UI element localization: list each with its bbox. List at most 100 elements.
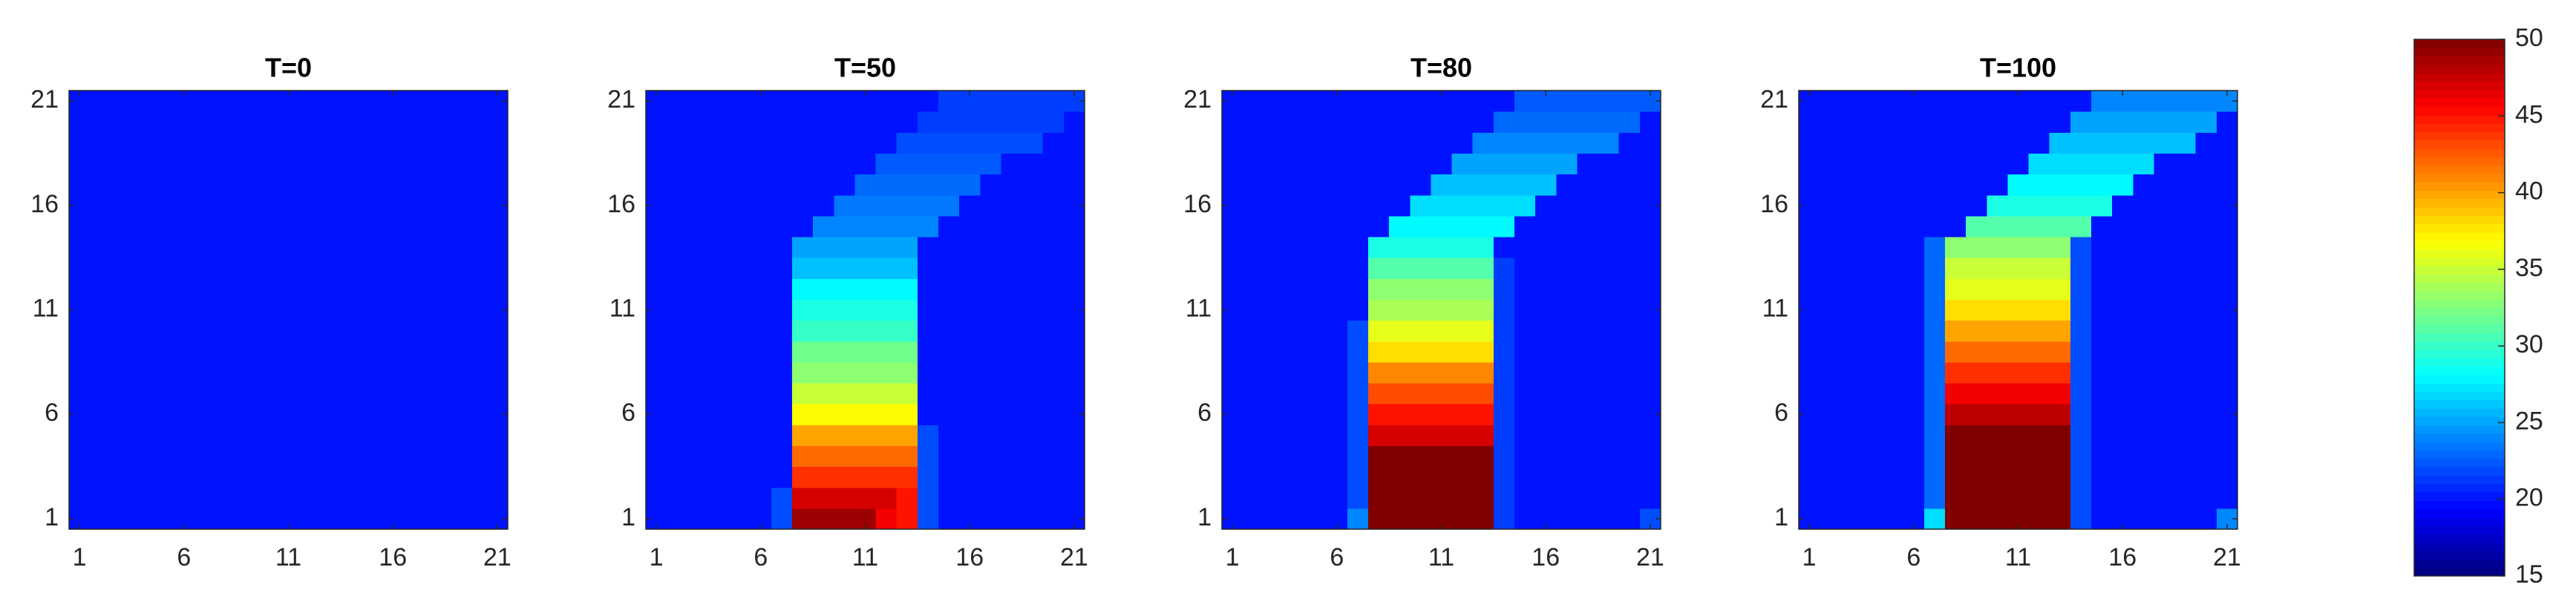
colorbar-swatch	[2414, 567, 2505, 577]
cell	[708, 111, 730, 133]
cell	[1987, 445, 2009, 468]
cell	[1861, 174, 1883, 196]
cell	[1368, 404, 1390, 425]
colorbar-swatch	[2414, 366, 2505, 376]
cell	[131, 258, 154, 279]
cell	[2154, 132, 2176, 154]
cell	[1861, 194, 1883, 217]
cell	[1882, 194, 1904, 217]
cell	[813, 425, 834, 447]
cell	[278, 320, 300, 342]
cell	[1987, 153, 2009, 175]
cell	[792, 215, 814, 237]
cell	[1577, 153, 1599, 175]
cell	[445, 445, 467, 468]
cell	[2007, 258, 2030, 279]
cell	[90, 132, 111, 154]
cell	[875, 320, 898, 342]
cell	[1431, 466, 1453, 488]
cell	[1284, 320, 1307, 342]
cell	[111, 404, 133, 425]
cell	[1042, 237, 1065, 258]
cell	[424, 383, 446, 404]
cell	[257, 404, 279, 425]
cell	[1598, 341, 1620, 363]
cell	[1923, 320, 1946, 342]
cell	[2049, 215, 2071, 237]
cell	[1021, 404, 1044, 425]
cell	[1389, 445, 1410, 468]
cell	[1556, 320, 1578, 342]
cell	[1472, 361, 1494, 384]
colorbar-swatch	[2414, 332, 2505, 342]
cell	[834, 404, 856, 425]
cell	[403, 445, 425, 468]
cell	[729, 111, 751, 133]
cell	[1264, 278, 1286, 301]
cell	[1284, 174, 1307, 196]
cell	[792, 466, 814, 488]
cell	[90, 361, 111, 384]
cell	[792, 111, 814, 133]
cell	[896, 91, 918, 112]
cell	[938, 487, 960, 509]
cell	[1042, 487, 1065, 509]
cell	[2070, 487, 2092, 509]
cell	[854, 425, 877, 447]
cell	[445, 194, 467, 217]
y-tick-label: 1	[45, 503, 59, 531]
cell	[2112, 215, 2134, 237]
cell	[424, 132, 446, 154]
cell	[278, 194, 300, 217]
cell	[1598, 153, 1620, 175]
cell	[1987, 237, 2009, 258]
cell	[445, 341, 467, 363]
cell	[278, 466, 300, 488]
cell	[257, 445, 279, 468]
cell	[2174, 320, 2197, 342]
cell	[2195, 361, 2217, 384]
cell	[1618, 383, 1641, 404]
cell	[1639, 215, 1661, 237]
cell	[1305, 278, 1327, 301]
cell	[959, 215, 981, 237]
cell	[813, 215, 834, 237]
cell	[687, 132, 710, 154]
cell	[1284, 215, 1307, 237]
cell	[403, 174, 425, 196]
cell	[1577, 445, 1599, 468]
cell	[382, 383, 404, 404]
cell	[771, 383, 793, 404]
cell	[445, 404, 467, 425]
cell	[1945, 320, 1967, 342]
cell	[854, 174, 877, 196]
cell	[236, 237, 258, 258]
cell	[2007, 174, 2030, 196]
cell	[1556, 237, 1578, 258]
cell	[194, 383, 216, 404]
cell	[646, 174, 667, 196]
cell	[1535, 237, 1557, 258]
cell	[278, 299, 300, 321]
cell	[2174, 111, 2197, 133]
cell	[278, 361, 300, 384]
cell	[771, 341, 793, 363]
cell	[1243, 445, 1264, 468]
cell	[2070, 341, 2092, 363]
cell	[1799, 445, 1820, 468]
cell	[771, 215, 793, 237]
cell	[2216, 361, 2238, 384]
cell	[750, 425, 772, 447]
cell	[854, 194, 877, 217]
cell	[1514, 508, 1536, 530]
cell	[1063, 487, 1085, 509]
cell	[236, 487, 258, 509]
cell	[319, 237, 341, 258]
cell	[1639, 174, 1661, 196]
cell	[2174, 174, 2197, 196]
cell	[959, 278, 981, 301]
cell	[834, 111, 856, 133]
cell	[111, 174, 133, 196]
cell	[1556, 466, 1578, 488]
cell	[131, 299, 154, 321]
